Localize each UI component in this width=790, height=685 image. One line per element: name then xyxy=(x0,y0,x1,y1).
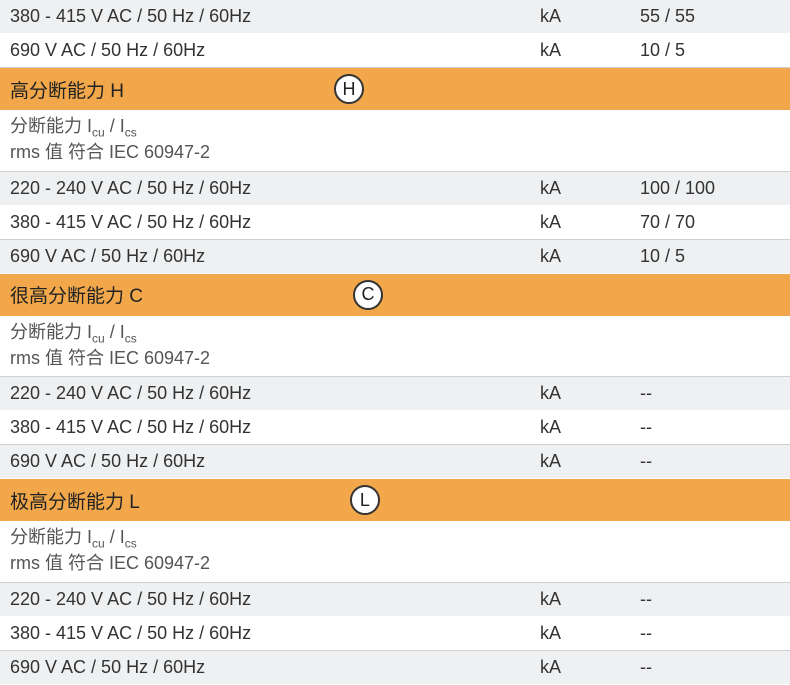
row-unit: kA xyxy=(540,178,640,199)
badge-c-icon: C xyxy=(353,280,383,310)
row-label: 690 V AC / 50 Hz / 60Hz xyxy=(10,451,540,472)
section-header-l: 极高分断能力 L L xyxy=(0,479,790,522)
section-header-c: 很高分断能力 C C xyxy=(0,274,790,317)
table-row: 690 V AC / 50 Hz / 60Hz kA 10 / 5 xyxy=(0,240,790,274)
row-unit: kA xyxy=(540,589,640,610)
row-unit: kA xyxy=(540,6,640,27)
row-unit: kA xyxy=(540,417,640,438)
row-value: 10 / 5 xyxy=(640,40,780,61)
row-unit: kA xyxy=(540,623,640,644)
table-row: 220 - 240 V AC / 50 Hz / 60Hz kA -- xyxy=(0,377,790,411)
row-label: 380 - 415 V AC / 50 Hz / 60Hz xyxy=(10,417,540,438)
table-row: 220 - 240 V AC / 50 Hz / 60Hz kA -- xyxy=(0,583,790,617)
row-unit: kA xyxy=(540,451,640,472)
row-value: -- xyxy=(640,383,780,404)
table-row: 690 V AC / 50 Hz / 60Hz kA -- xyxy=(0,445,790,479)
row-label: 380 - 415 V AC / 50 Hz / 60Hz xyxy=(10,212,540,233)
row-label: 690 V AC / 50 Hz / 60Hz xyxy=(10,246,540,267)
row-value: 100 / 100 xyxy=(640,178,780,199)
row-value: -- xyxy=(640,657,780,678)
table-row: 690 V AC / 50 Hz / 60Hz kA 10 / 5 xyxy=(0,34,790,68)
row-label: 380 - 415 V AC / 50 Hz / 60Hz xyxy=(10,623,540,644)
row-unit: kA xyxy=(540,246,640,267)
table-row: 380 - 415 V AC / 50 Hz / 60Hz kA 55 / 55 xyxy=(0,0,790,34)
badge-l-icon: L xyxy=(350,485,380,515)
row-value: -- xyxy=(640,589,780,610)
row-value: 10 / 5 xyxy=(640,246,780,267)
table-row: 690 V AC / 50 Hz / 60Hz kA -- xyxy=(0,651,790,685)
row-label: 220 - 240 V AC / 50 Hz / 60Hz xyxy=(10,589,540,610)
section-title: 高分断能力 H xyxy=(10,76,124,103)
table-row: 380 - 415 V AC / 50 Hz / 60Hz kA -- xyxy=(0,617,790,651)
table-row: 380 - 415 V AC / 50 Hz / 60Hz kA 70 / 70 xyxy=(0,206,790,240)
row-unit: kA xyxy=(540,212,640,233)
badge-h-icon: H xyxy=(334,74,364,104)
row-value: 70 / 70 xyxy=(640,212,780,233)
row-value: -- xyxy=(640,417,780,438)
row-label: 220 - 240 V AC / 50 Hz / 60Hz xyxy=(10,383,540,404)
spec-table: 380 - 415 V AC / 50 Hz / 60Hz kA 55 / 55… xyxy=(0,0,790,685)
row-label: 690 V AC / 50 Hz / 60Hz xyxy=(10,40,540,61)
row-value: -- xyxy=(640,451,780,472)
row-value: -- xyxy=(640,623,780,644)
row-label: 380 - 415 V AC / 50 Hz / 60Hz xyxy=(10,6,540,27)
row-unit: kA xyxy=(540,40,640,61)
section-subheader: 分断能力 Icu / Ics rms 值 符合 IEC 60947-2 xyxy=(0,111,790,172)
section-title: 极高分断能力 L xyxy=(10,487,140,514)
section-subheader: 分断能力 Icu / Ics rms 值 符合 IEC 60947-2 xyxy=(0,522,790,583)
section-header-h: 高分断能力 H H xyxy=(0,68,790,111)
section-subheader: 分断能力 Icu / Ics rms 值 符合 IEC 60947-2 xyxy=(0,317,790,378)
row-unit: kA xyxy=(540,383,640,404)
section-title: 很高分断能力 C xyxy=(10,281,143,308)
row-label: 690 V AC / 50 Hz / 60Hz xyxy=(10,657,540,678)
table-row: 220 - 240 V AC / 50 Hz / 60Hz kA 100 / 1… xyxy=(0,172,790,206)
row-value: 55 / 55 xyxy=(640,6,780,27)
row-label: 220 - 240 V AC / 50 Hz / 60Hz xyxy=(10,178,540,199)
row-unit: kA xyxy=(540,657,640,678)
table-row: 380 - 415 V AC / 50 Hz / 60Hz kA -- xyxy=(0,411,790,445)
